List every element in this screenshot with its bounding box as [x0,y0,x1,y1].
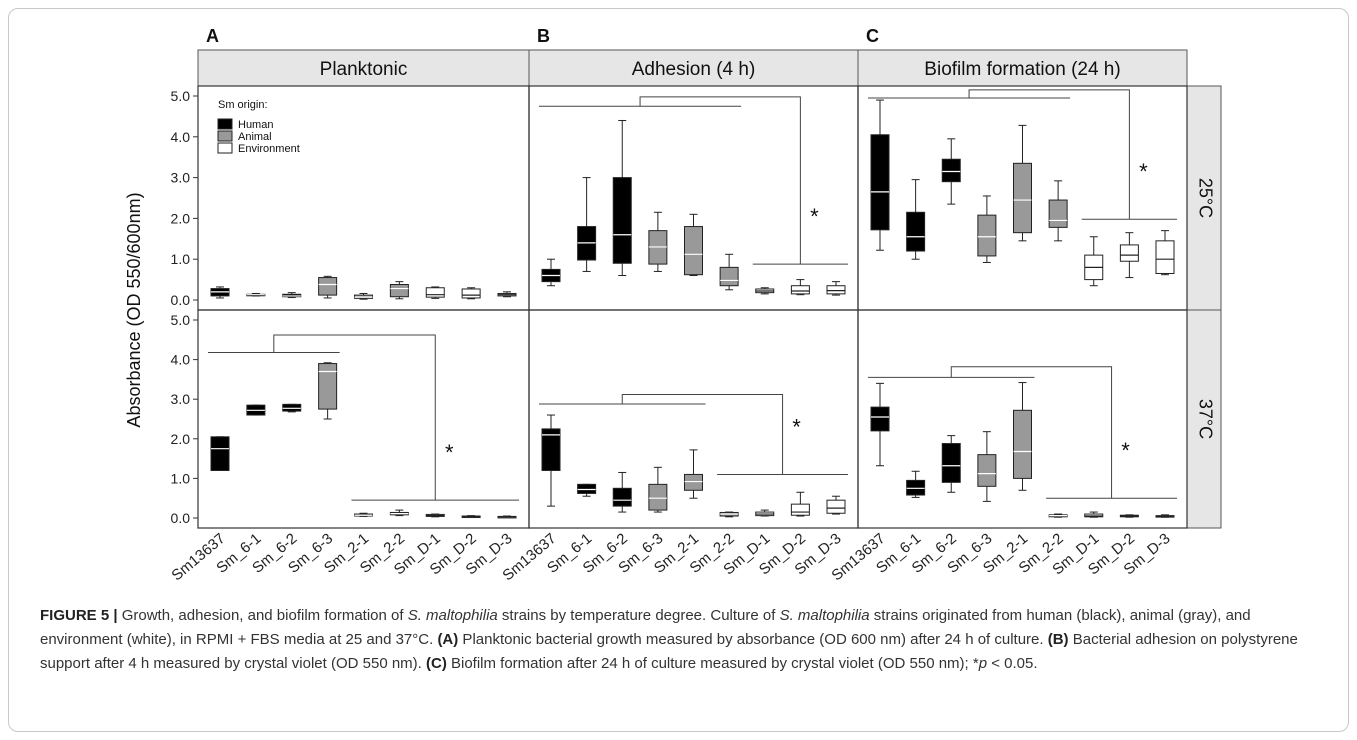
box-sm-6-2 [941,158,961,183]
box-sm-6-3 [318,277,338,296]
y-axis-title: Absorbance (OD 550/600nm) [124,192,144,427]
caption-c-label: (C) [426,655,447,672]
box-sm-2-2 [719,266,739,287]
caption-b-label: (B) [1047,631,1069,648]
y-tick-label: 0.0 [171,292,191,308]
box-sm-d-2 [1119,244,1139,262]
box-sm-d-3 [826,285,846,295]
box-sm13637 [870,134,890,231]
legend-label-human: Human [238,119,273,131]
bracket-connector [639,96,801,265]
legend-swatch-animal [217,130,233,142]
box-sm-6-3 [977,454,997,487]
panel-frame [197,309,530,529]
significance-asterisk: * [810,204,819,229]
caption-text-1: Growth, adhesion, and biofilm formation … [117,607,408,624]
significance-asterisk: * [1139,159,1148,184]
caption-species-2: S. maltophilia [779,607,870,624]
caption-a-text: Planktonic bacterial growth measured by … [458,631,1048,648]
box-sm-2-1 [684,473,703,491]
significance-asterisk: * [792,414,801,439]
caption-b-text: Bacterial adhesion on polystyrene suppor… [40,631,1298,672]
box-plot-figure: Planktonic A Adhesion (4 h) B Biofilm format… [124,26,1222,580]
figure-caption: FIGURE 5 | Growth, adhesion, and biofilm… [40,604,1330,676]
caption-text-3: strains originated from human (black), a… [40,607,1251,648]
y-tick-label: 3.0 [171,391,191,407]
y-tick-label: 5.0 [171,312,191,328]
box-sm-d-2 [790,503,810,516]
caption-c-text: Biofilm formation after 24 h of culture … [446,655,979,672]
box-sm-6-1 [906,211,926,252]
y-tick-label: 2.0 [171,431,191,447]
box-sm-6-2 [612,487,632,507]
legend-label-environment: Environment [238,143,300,155]
bracket-connector [621,393,784,475]
panel-letter: C [866,26,879,46]
significance-asterisk: * [1121,438,1130,463]
y-tick-label: 3.0 [171,170,191,186]
panel-frame [857,309,1188,529]
y-tick-label: 0.0 [171,510,191,526]
caption-figure-label: FIGURE 5 | [40,607,118,624]
significance-asterisk: * [445,440,454,465]
box-sm-6-2 [941,443,961,483]
y-tick-label: 1.0 [171,251,191,267]
y-tick-label: 2.0 [171,210,191,226]
figure-frame [8,8,1349,732]
box-sm13637 [870,406,890,432]
caption-species-1: S. maltophilia [407,607,498,624]
box-sm-6-3 [648,483,668,511]
box-sm-2-1 [1013,162,1032,234]
panel-letter: A [206,26,219,46]
caption-p-text: < 0.05. [987,655,1038,672]
y-tick-label: 4.0 [171,352,191,368]
panel-frame [528,85,859,311]
caption-p: p [978,655,988,672]
box-sm-d-2 [790,285,810,295]
box-sm-d-2 [461,288,481,299]
box-sm-6-3 [318,363,338,410]
box-sm-d-3 [826,499,846,514]
legend-swatch-human [217,118,233,130]
panel-strip-title: Planktonic [320,59,408,80]
box-sm-d-1 [425,287,445,298]
legend-swatch-environment [217,142,233,154]
caption-text-2: strains by temperature degree. Culture o… [497,607,780,624]
box-sm-d-3 [1155,240,1175,274]
panel-strip-b [528,49,859,87]
panel-strip-c [857,49,1188,87]
bracket-connector [950,366,1113,499]
y-tick-label: 4.0 [171,129,191,145]
bracket-connector [273,334,436,501]
box-sm13637 [541,428,561,471]
box-sm13637 [210,436,230,471]
box-sm-2-1 [1013,409,1032,479]
box-sm-2-2 [389,283,409,298]
caption-a-label: (A) [437,631,459,648]
legend-label-animal: Animal [238,131,272,143]
box-sm-2-1 [684,226,703,276]
y-tick-label: 5.0 [171,88,191,104]
row-strip-label: 37°C [1195,399,1215,439]
panel-strip-title: Adhesion (4 h) [632,59,756,80]
bracket-connector [968,89,1130,220]
box-sm-2-2 [1048,199,1068,228]
box-sm-6-3 [977,214,997,257]
box-sm-6-2 [612,177,632,264]
y-tick-label: 1.0 [171,470,191,486]
row-strip-label: 25°C [1195,178,1215,218]
panel-letter: B [537,26,550,46]
panel-strip-title: Biofilm formation (24 h) [924,59,1120,80]
legend-title: Sm origin: [218,99,268,111]
